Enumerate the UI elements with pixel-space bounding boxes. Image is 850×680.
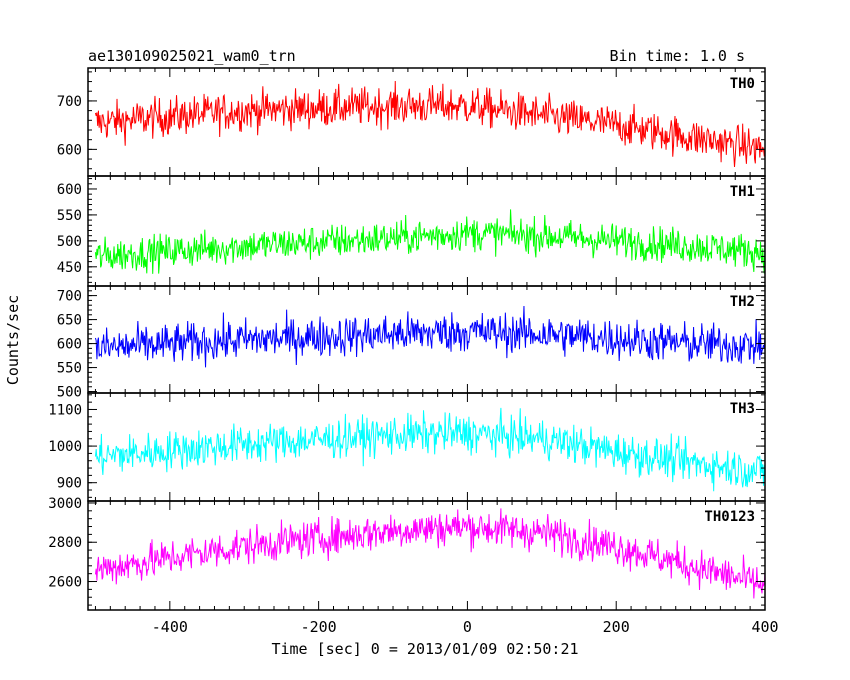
y-tick-label: 2600: [48, 575, 82, 591]
y-tick-label: 700: [57, 289, 82, 305]
y-tick-label: 900: [57, 476, 82, 492]
y-tick-label: 3000: [48, 496, 82, 512]
y-tick-label: 550: [57, 361, 82, 377]
bin-time-label: Bin time: 1.0 s: [610, 47, 745, 65]
y-tick-label: 500: [57, 385, 82, 401]
x-tick-label: 0: [463, 618, 472, 636]
panel-label-th1: TH1: [730, 184, 755, 200]
y-tick-label: 600: [57, 142, 82, 158]
y-tick-label: 450: [57, 260, 82, 276]
y-tick-label: 2800: [48, 535, 82, 551]
y-axis-label: Counts/sec: [4, 295, 22, 385]
y-tick-label: 1100: [48, 402, 82, 418]
chart-title: ae130109025021_wam0_trn: [88, 47, 296, 65]
y-tick-label: 650: [57, 313, 82, 329]
series-line-th3: [94, 407, 765, 492]
y-tick-label: 700: [57, 94, 82, 110]
panel-th3: 900 1000 1100 TH3: [48, 392, 766, 502]
x-tick-label: 200: [603, 618, 630, 636]
panel-label-th0: TH0: [730, 76, 755, 92]
series-line-th2: [94, 305, 765, 368]
x-axis-label: Time [sec] 0 = 2013/01/09 02:50:21: [271, 640, 578, 658]
y-tick-label: 600: [57, 337, 82, 353]
series-line-th0123: [94, 508, 765, 599]
panel-label-th3: TH3: [730, 401, 755, 417]
y-tick-label: 550: [57, 208, 82, 224]
x-tick-label: -200: [301, 618, 337, 636]
panel-th0123: 2600 2800 3000 TH0123: [48, 496, 766, 611]
y-tick-label: 1000: [48, 439, 82, 455]
panel-label-th0123: TH0123: [704, 509, 755, 525]
series-line-th0: [94, 80, 765, 167]
panel-th2: 500 550 600 650 700 TH2: [57, 285, 766, 401]
x-tick-label: 400: [751, 618, 778, 636]
panel-label-th2: TH2: [730, 294, 755, 310]
y-tick-label: 500: [57, 234, 82, 250]
panel-frame: [87, 175, 766, 287]
series-line-th1: [94, 209, 765, 274]
panel-frame: [87, 500, 766, 611]
panel-th0: 600 700 TH0: [57, 67, 766, 177]
y-tick-label: 600: [57, 182, 82, 198]
x-tick-label: -400: [152, 618, 188, 636]
panels-group: 600 700 TH0 450 500 550 600 TH1 500 550 600 650 700 T…: [48, 67, 779, 636]
panel-th1: 450 500 550 600 TH1: [57, 175, 766, 287]
